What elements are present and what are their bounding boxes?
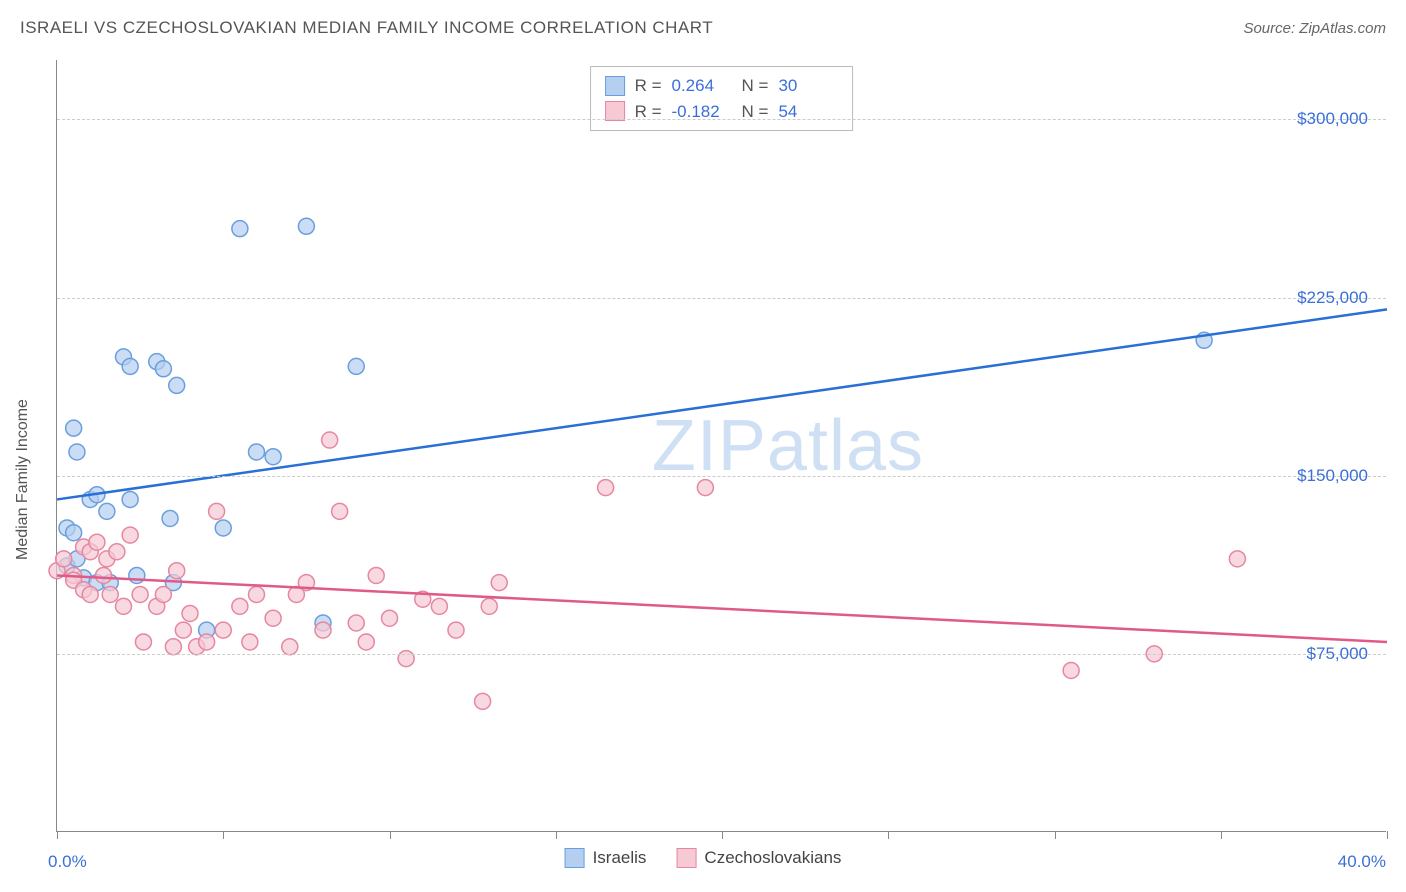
data-point (175, 622, 191, 638)
data-point (598, 480, 614, 496)
data-point (475, 693, 491, 709)
data-point (232, 221, 248, 237)
data-point (265, 610, 281, 626)
n-label-0: N = (742, 73, 769, 99)
title-bar: ISRAELI VS CZECHOSLOVAKIAN MEDIAN FAMILY… (20, 18, 1386, 38)
data-point (348, 615, 364, 631)
data-point (242, 634, 258, 650)
swatch-israelis (605, 76, 625, 96)
legend-label-1: Czechoslovakians (704, 848, 841, 868)
x-tick (390, 831, 391, 839)
gridline (57, 298, 1386, 299)
data-point (155, 586, 171, 602)
trend-line (57, 309, 1387, 499)
trend-line (57, 575, 1387, 642)
data-point (697, 480, 713, 496)
data-point (132, 586, 148, 602)
x-tick (1221, 831, 1222, 839)
stats-row-0: R = 0.264 N = 30 (605, 73, 839, 99)
x-tick (1387, 831, 1388, 839)
data-point (232, 598, 248, 614)
data-point (315, 622, 331, 638)
legend-bottom: Israelis Czechoslovakians (565, 848, 842, 868)
data-point (332, 503, 348, 519)
x-max-label: 40.0% (1338, 852, 1386, 872)
data-point (109, 544, 125, 560)
x-tick (57, 831, 58, 839)
data-point (368, 567, 384, 583)
data-point (169, 377, 185, 393)
y-tick-label: $75,000 (1307, 644, 1368, 664)
gridline (57, 119, 1386, 120)
y-tick-label: $150,000 (1297, 466, 1368, 486)
data-point (169, 563, 185, 579)
data-point (155, 361, 171, 377)
x-tick (888, 831, 889, 839)
data-point (209, 503, 225, 519)
y-axis-label: Median Family Income (14, 399, 32, 560)
data-point (322, 432, 338, 448)
data-point (282, 639, 298, 655)
data-point (491, 575, 507, 591)
data-point (382, 610, 398, 626)
legend-item-0: Israelis (565, 848, 647, 868)
data-point (135, 634, 151, 650)
x-tick (1055, 831, 1056, 839)
data-point (116, 598, 132, 614)
data-point (89, 534, 105, 550)
legend-swatch-1 (676, 848, 696, 868)
data-point (56, 551, 72, 567)
chart-title: ISRAELI VS CZECHOSLOVAKIAN MEDIAN FAMILY… (20, 18, 713, 38)
data-point (199, 634, 215, 650)
data-point (129, 567, 145, 583)
x-tick (722, 831, 723, 839)
data-point (182, 605, 198, 621)
stats-box: R = 0.264 N = 30 R = -0.182 N = 54 (590, 66, 854, 131)
plot-area: ZIPatlas R = 0.264 N = 30 R = -0.182 N =… (56, 60, 1386, 832)
data-point (358, 634, 374, 650)
legend-item-1: Czechoslovakians (676, 848, 841, 868)
data-point (1063, 662, 1079, 678)
chart-svg (57, 60, 1386, 831)
legend-label-0: Israelis (593, 848, 647, 868)
data-point (99, 503, 115, 519)
data-point (162, 510, 178, 526)
data-point (122, 358, 138, 374)
data-point (481, 598, 497, 614)
data-point (348, 358, 364, 374)
x-min-label: 0.0% (48, 852, 87, 872)
legend-swatch-0 (565, 848, 585, 868)
data-point (66, 420, 82, 436)
r-value-0: 0.264 (672, 73, 732, 99)
gridline (57, 476, 1386, 477)
data-point (1229, 551, 1245, 567)
data-point (96, 567, 112, 583)
data-point (122, 527, 138, 543)
data-point (82, 586, 98, 602)
data-point (265, 449, 281, 465)
data-point (448, 622, 464, 638)
n-value-0: 30 (778, 73, 838, 99)
data-point (431, 598, 447, 614)
data-point (69, 444, 85, 460)
chart-container: ISRAELI VS CZECHOSLOVAKIAN MEDIAN FAMILY… (0, 0, 1406, 892)
data-point (165, 639, 181, 655)
x-tick (223, 831, 224, 839)
data-point (122, 491, 138, 507)
data-point (215, 622, 231, 638)
data-point (66, 525, 82, 541)
data-point (102, 586, 118, 602)
y-tick-label: $225,000 (1297, 288, 1368, 308)
data-point (215, 520, 231, 536)
swatch-czech (605, 101, 625, 121)
gridline (57, 654, 1386, 655)
data-point (249, 444, 265, 460)
y-tick-label: $300,000 (1297, 109, 1368, 129)
r-label-0: R = (635, 73, 662, 99)
x-tick (556, 831, 557, 839)
data-point (298, 218, 314, 234)
source-label: Source: ZipAtlas.com (1243, 20, 1386, 37)
data-point (249, 586, 265, 602)
